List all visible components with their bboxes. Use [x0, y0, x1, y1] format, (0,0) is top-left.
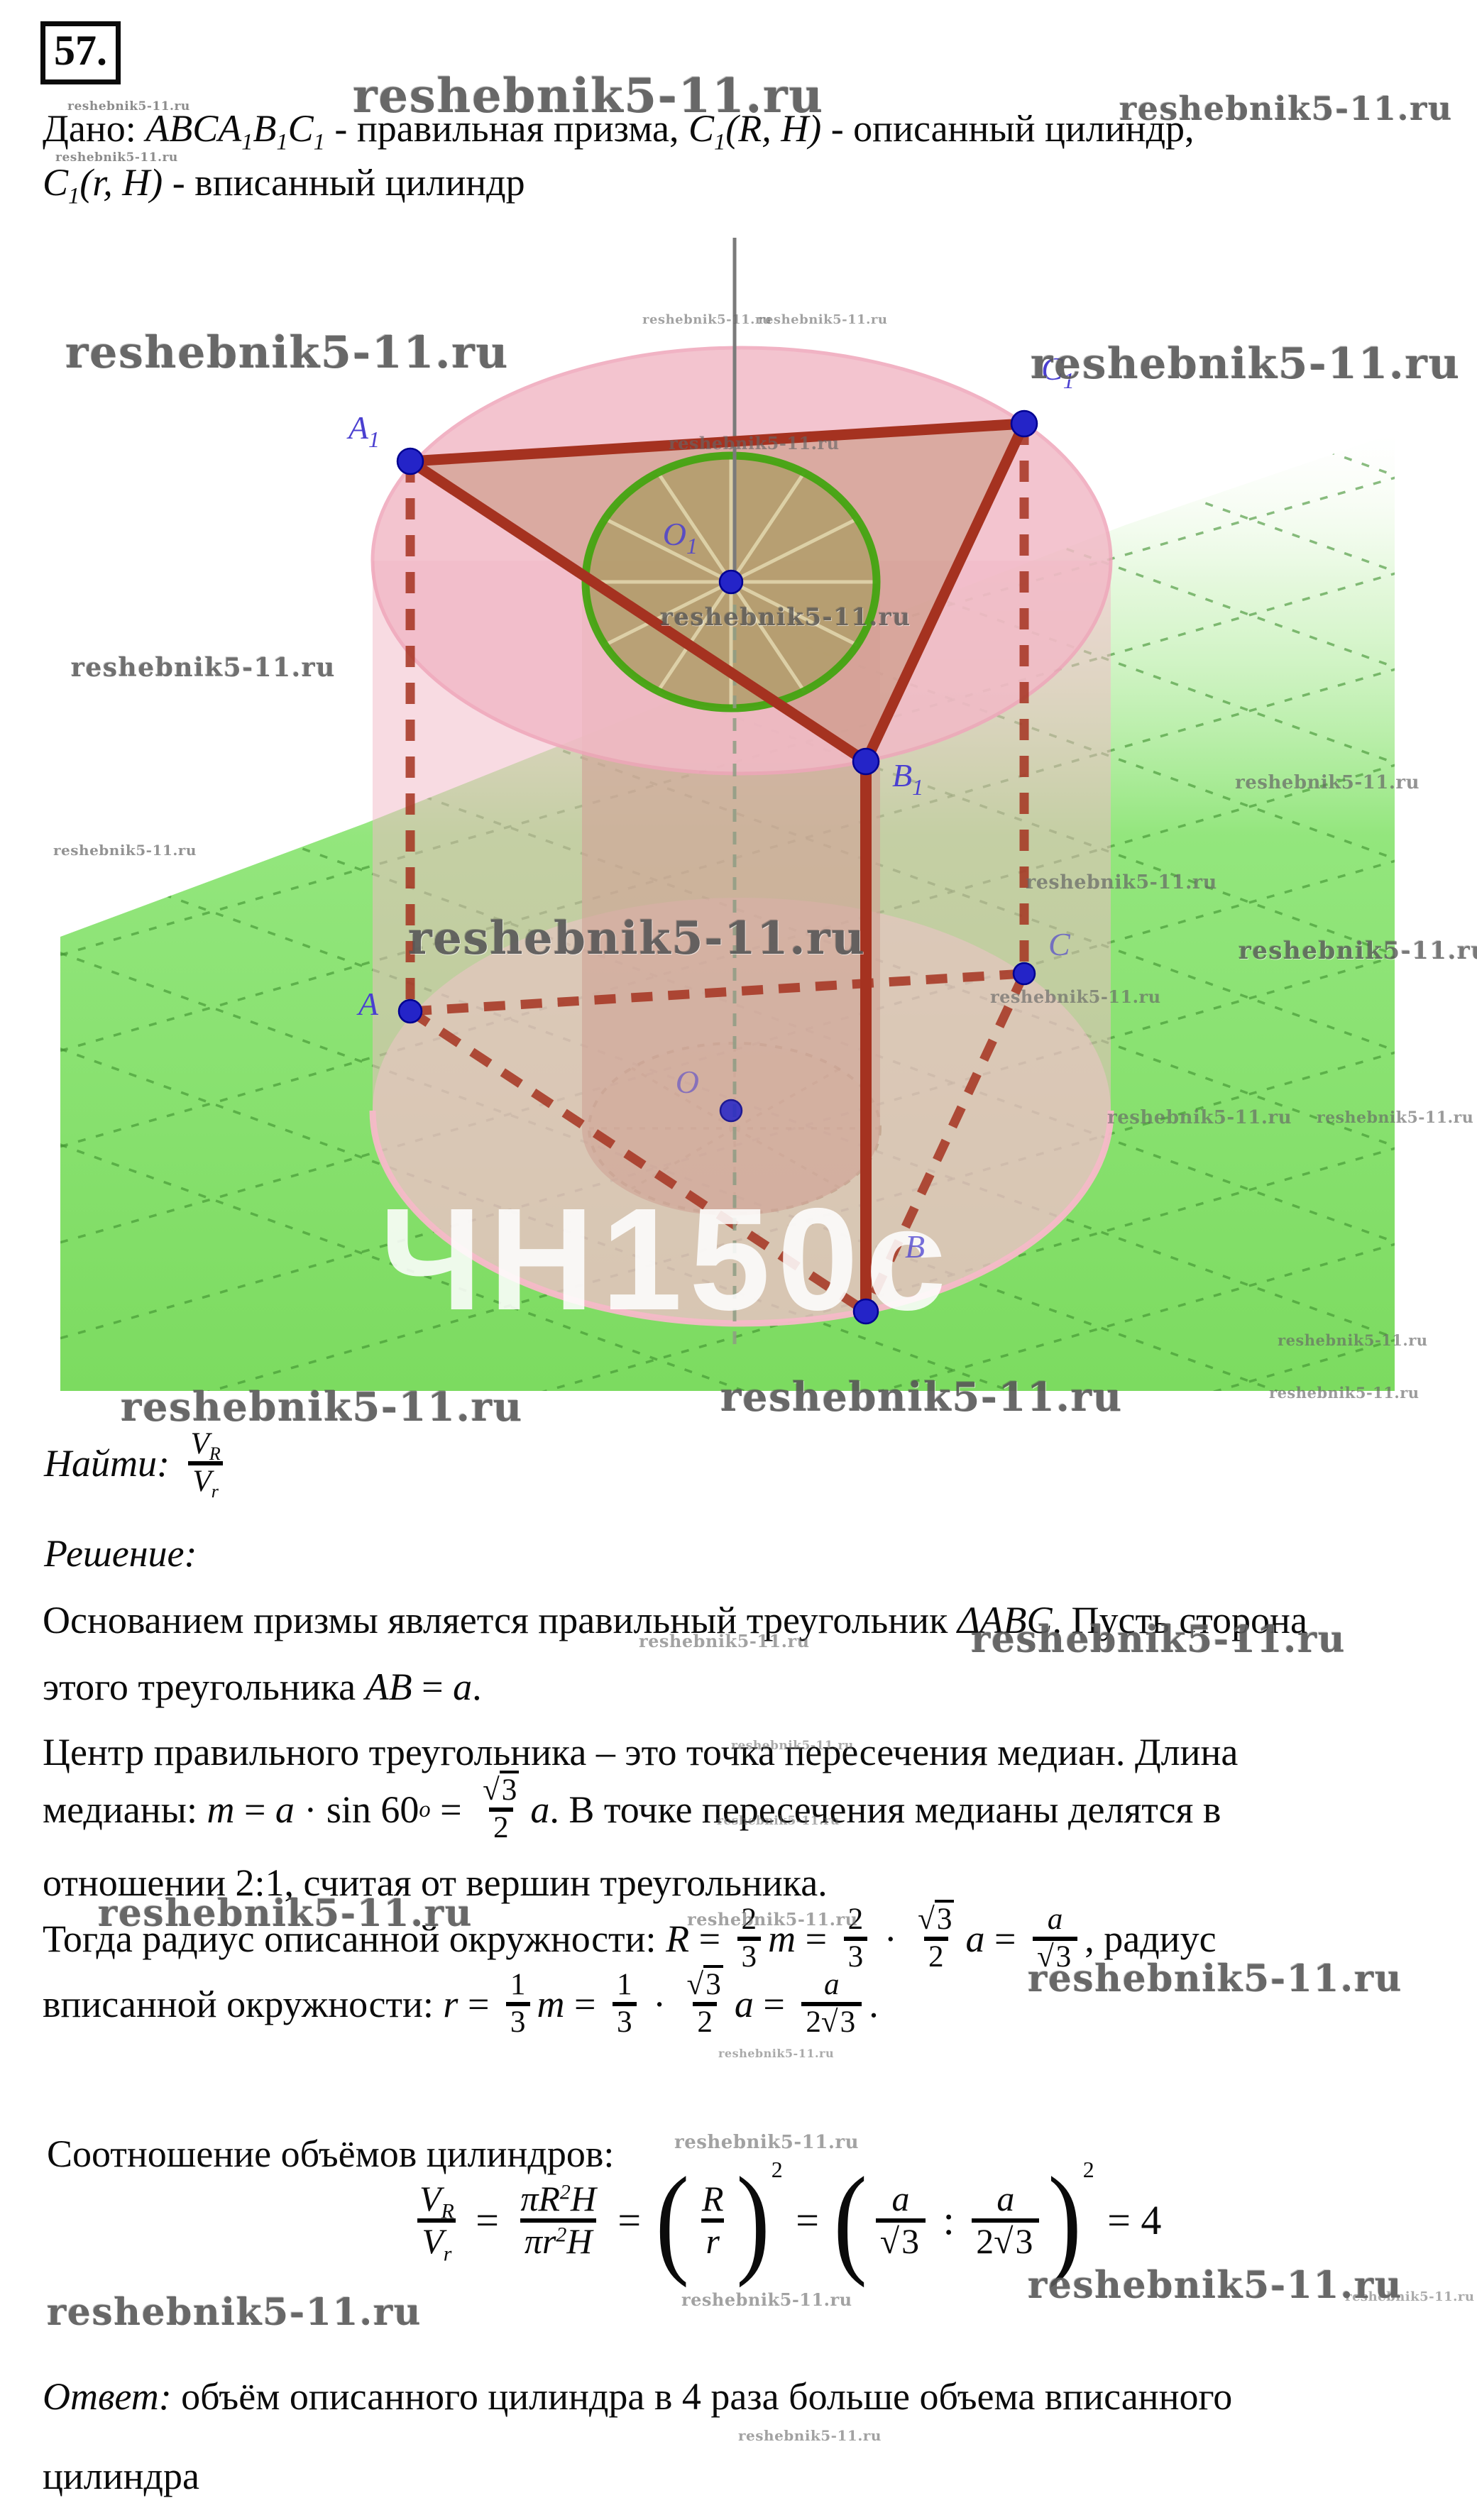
label-B: B: [905, 1228, 925, 1265]
outer-cylinder-wall: [373, 561, 1111, 1324]
find-line: Найти: VR Vr: [44, 1427, 232, 1500]
ghost-overlay-text: ЧН150с: [380, 1178, 953, 1341]
vertex-points: [396, 409, 1038, 1325]
label-B1: B1: [892, 757, 923, 800]
volume-heading: Соотношение объёмов цилиндров:: [47, 2133, 615, 2175]
solution-heading: Решение:: [44, 1532, 197, 1575]
label-A1: A1: [346, 409, 380, 452]
watermark: reshebnik5-11.ru: [674, 2132, 860, 2153]
hidden-edges: [405, 424, 1029, 1316]
given-line-1: Дано: ABCA1B1C1 - правильная призма, C1(…: [43, 107, 1195, 155]
point-C: [1012, 962, 1036, 986]
solution-line-6: Тогда радиус описанной окружности: R = 2…: [43, 1900, 1217, 1974]
visible-edges: [405, 418, 1030, 1317]
solution-line-4: медианы: m = a · sin 60 o = √3 2 a. В точке…: [43, 1771, 1221, 1844]
solution-line-2: этого треугольника AB = a.: [43, 1666, 482, 1708]
label-O1: O1: [663, 516, 698, 559]
point-B: [852, 1298, 879, 1325]
figure-cylinder-prism: ЧН150с A1 C1 B1 O1 A B C O: [60, 238, 1395, 1391]
label-O: O: [676, 1064, 699, 1100]
point-A: [397, 998, 423, 1024]
label-C: C: [1048, 926, 1071, 962]
problem-number: 57.: [54, 27, 107, 74]
given-line-2: C1(r, H) - вписанный цилиндр: [43, 161, 525, 209]
solution-line-5: отношении 2:1, считая от вершин треуголь…: [43, 1861, 828, 1904]
watermark: reshebnik5-11.ru: [1345, 2289, 1475, 2304]
label-C1: C1: [1041, 351, 1075, 393]
solution-line-3: Центр правильного треугольника – это точ…: [43, 1731, 1239, 1773]
watermark: reshebnik5-11.ru: [47, 2291, 422, 2334]
watermark: reshebnik5-11.ru: [681, 2289, 852, 2310]
answer-line-2: цилиндра: [43, 2455, 199, 2497]
watermark: reshebnik5-11.ru: [718, 2047, 835, 2060]
outer-cylinder-bottom-rim: [369, 1110, 1114, 1327]
watermark: reshebnik5-11.ru: [1028, 2264, 1403, 2307]
point-C1: [1010, 409, 1038, 438]
point-A1: [396, 447, 424, 475]
problem-number-box: 57.: [40, 21, 121, 84]
point-B1: [852, 747, 880, 776]
point-O: [719, 1099, 743, 1123]
answer-line-1: Ответ: объём описанного цилиндра в 4 раз…: [43, 2375, 1233, 2418]
label-A: A: [356, 986, 379, 1022]
point-O1: [718, 569, 744, 595]
top-spokes: [586, 456, 877, 708]
watermark: reshebnik5-11.ru: [738, 2427, 882, 2444]
solution-line-1: Основанием призмы является правильный тр…: [43, 1599, 1307, 1641]
